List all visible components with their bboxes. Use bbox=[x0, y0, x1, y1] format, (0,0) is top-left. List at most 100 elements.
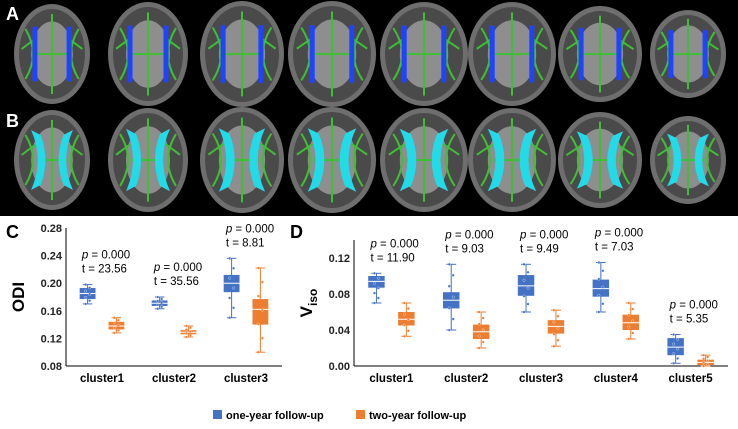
p-symbol: p bbox=[153, 262, 161, 274]
cluster-overlay bbox=[667, 133, 682, 187]
tract-skeleton bbox=[296, 37, 313, 50]
data-point bbox=[526, 270, 530, 274]
viso-ytick-label: 0.12 bbox=[329, 253, 350, 265]
viso-box-cluster4-two-year bbox=[622, 301, 639, 341]
viso-box-cluster5-one-year bbox=[667, 333, 684, 365]
brain-slice-a-7 bbox=[558, 6, 642, 102]
legend-swatch-two-year bbox=[356, 410, 365, 419]
cluster-overlay bbox=[66, 26, 72, 82]
cluster-overlay bbox=[487, 128, 505, 192]
panel-label-b: B bbox=[6, 111, 19, 131]
data-point bbox=[156, 303, 160, 307]
tract-skeleton bbox=[476, 37, 493, 50]
data-point bbox=[232, 286, 236, 290]
cluster-overlay bbox=[32, 26, 38, 82]
tract-skeleton bbox=[657, 145, 672, 157]
chart-d-viso: 0.00 0.04 0.08 0.12 Viso cluster1 p = 0.000 t =… bbox=[297, 228, 728, 385]
odi-ytick-label: 0.24 bbox=[41, 251, 63, 263]
p-symbol: p bbox=[669, 300, 677, 312]
brain-slice-a-2 bbox=[108, 2, 188, 106]
odi-t-value-label: t = 8.81 bbox=[226, 237, 265, 249]
brain-slice-b-6 bbox=[468, 108, 556, 212]
data-point bbox=[184, 331, 188, 335]
viso-ytick-label: 0.08 bbox=[329, 289, 350, 301]
tract-skeleton bbox=[618, 144, 635, 157]
data-point bbox=[672, 352, 676, 356]
tract-skeleton bbox=[531, 143, 548, 156]
data-point bbox=[160, 305, 164, 309]
data-point bbox=[256, 350, 260, 354]
data-point bbox=[406, 329, 410, 333]
odi-t-value-label: t = 23.56 bbox=[82, 264, 127, 276]
data-point bbox=[88, 286, 92, 290]
data-point bbox=[372, 291, 376, 295]
data-point bbox=[676, 337, 680, 341]
brain-slice-b-5 bbox=[380, 108, 468, 212]
data-point bbox=[522, 278, 526, 282]
data-point bbox=[260, 308, 264, 312]
brain-slice-a-1 bbox=[14, 4, 90, 104]
cluster-overlay bbox=[607, 131, 624, 189]
odi-ytick-label: 0.08 bbox=[41, 361, 62, 373]
viso-t-value-label: t = 9.03 bbox=[445, 243, 484, 255]
cluster-overlay bbox=[401, 25, 407, 83]
data-point bbox=[481, 328, 485, 332]
brain-slice-a-4 bbox=[288, 1, 376, 107]
viso-box-cluster2-two-year bbox=[472, 310, 490, 350]
brain-slice-a-5 bbox=[380, 2, 468, 106]
viso-xtick-label: cluster3 bbox=[519, 373, 563, 385]
p-symbol: p bbox=[444, 229, 452, 241]
data-point bbox=[601, 302, 605, 306]
tract-skeleton bbox=[620, 135, 631, 185]
data-point bbox=[597, 277, 601, 281]
data-point bbox=[232, 306, 236, 310]
data-point bbox=[477, 322, 481, 326]
p-symbol: p bbox=[81, 250, 89, 262]
odi-ytick-label: 0.16 bbox=[41, 306, 62, 318]
data-point bbox=[702, 360, 706, 364]
data-point bbox=[597, 294, 601, 297]
cluster-overlay bbox=[163, 25, 169, 83]
cluster-overlay bbox=[616, 27, 622, 81]
data-point bbox=[256, 294, 260, 298]
data-point bbox=[627, 337, 631, 341]
data-point bbox=[402, 312, 406, 316]
cluster-overlay bbox=[309, 24, 315, 84]
legend: one-year follow-up two-year follow-up bbox=[213, 410, 466, 422]
p-value: = 0.000 bbox=[88, 250, 130, 262]
viso-ytick-label: 0.04 bbox=[329, 325, 351, 337]
tract-skeleton bbox=[115, 143, 131, 156]
p-symbol: p bbox=[519, 229, 527, 241]
tract-skeleton bbox=[20, 144, 36, 156]
cluster-overlay bbox=[220, 24, 226, 84]
tract-skeleton bbox=[300, 132, 311, 188]
data-point bbox=[601, 285, 605, 289]
cluster-overlay bbox=[349, 24, 355, 84]
tract-skeleton bbox=[167, 133, 177, 187]
data-point bbox=[702, 353, 706, 357]
odi-ytick-label: 0.28 bbox=[41, 223, 62, 235]
data-point bbox=[477, 346, 481, 350]
brain-image-panel: A B bbox=[0, 0, 738, 216]
viso-t-value-label: t = 9.49 bbox=[520, 243, 559, 255]
data-point bbox=[526, 302, 530, 306]
data-point bbox=[672, 361, 676, 365]
odi-box-cluster2-one-year bbox=[151, 295, 168, 311]
data-point bbox=[228, 256, 232, 260]
cluster-overlay bbox=[431, 128, 449, 192]
cluster-overlay bbox=[339, 128, 357, 192]
p-value: = 0.000 bbox=[601, 228, 643, 240]
legend-label-one-year: one-year follow-up bbox=[226, 410, 324, 422]
data-point bbox=[447, 306, 451, 310]
data-point bbox=[112, 331, 116, 335]
cluster-overlay bbox=[441, 25, 447, 83]
data-point bbox=[451, 295, 455, 299]
viso-ytick-label: 0.00 bbox=[329, 361, 350, 373]
viso-t-value-label: t = 5.35 bbox=[670, 314, 709, 326]
tract-skeleton bbox=[443, 143, 460, 156]
data-point bbox=[672, 342, 676, 346]
viso-t-value-label: t = 7.03 bbox=[595, 242, 634, 254]
cluster-overlay bbox=[126, 128, 141, 192]
odi-box-cluster3-two-year bbox=[252, 266, 269, 354]
chart-c-odi: 0.08 0.12 0.16 0.20 0.24 0.28 ODI cluster1 p = 0… bbox=[9, 223, 282, 385]
